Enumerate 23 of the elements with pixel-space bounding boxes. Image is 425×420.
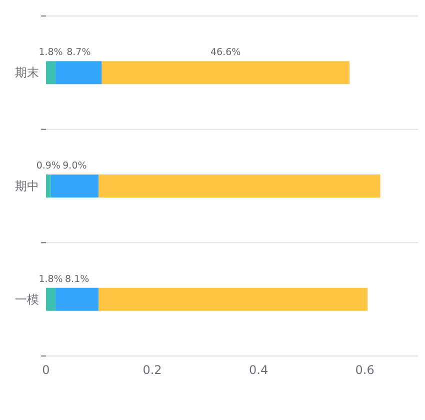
x-tick-label: 0.6 (355, 363, 374, 377)
y-tick-label: 一模 (15, 292, 39, 306)
bar (98, 174, 380, 198)
data-label: 1.8% (38, 47, 63, 58)
y-tick-label: 期末 (15, 66, 39, 80)
bar (102, 61, 350, 84)
x-tick-label: 0.2 (142, 363, 162, 377)
bar (50, 174, 99, 198)
data-label: 0.9% (36, 160, 60, 172)
data-label: 1.8% (38, 274, 63, 285)
bar (46, 288, 56, 311)
bar (46, 174, 51, 198)
bar (98, 288, 368, 311)
data-label: 46.6% (210, 47, 241, 58)
data-label: 9.0% (62, 160, 87, 172)
bar (46, 61, 56, 84)
bar (56, 288, 99, 311)
x-tick-label: 0.4 (249, 363, 268, 377)
y-tick-label: 期中 (15, 179, 39, 193)
bar (56, 61, 102, 84)
data-label: 8.1% (65, 274, 90, 285)
data-label: 8.7% (66, 47, 91, 58)
x-tick-label: 0 (42, 363, 50, 377)
